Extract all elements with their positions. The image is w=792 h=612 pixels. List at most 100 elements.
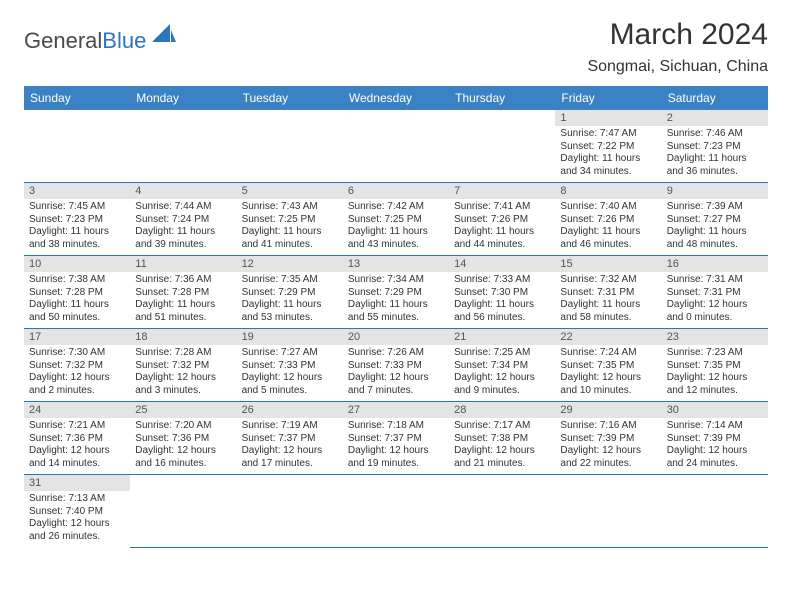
day-details: Sunrise: 7:25 AMSunset: 7:34 PMDaylight:… — [449, 345, 555, 401]
header: General Blue March 2024 Songmai, Sichuan… — [24, 18, 768, 76]
calendar-day-cell: 23Sunrise: 7:23 AMSunset: 7:35 PMDayligh… — [662, 329, 768, 402]
day-number: 25 — [130, 402, 236, 418]
calendar-day-cell: 21Sunrise: 7:25 AMSunset: 7:34 PMDayligh… — [449, 329, 555, 402]
weekday-header: Saturday — [662, 86, 768, 110]
day-number: 24 — [24, 402, 130, 418]
calendar-day-cell: 16Sunrise: 7:31 AMSunset: 7:31 PMDayligh… — [662, 256, 768, 329]
page-title: March 2024 — [587, 18, 768, 52]
calendar-day-cell: 11Sunrise: 7:36 AMSunset: 7:28 PMDayligh… — [130, 256, 236, 329]
calendar-week-row: 24Sunrise: 7:21 AMSunset: 7:36 PMDayligh… — [24, 402, 768, 475]
calendar-empty-cell — [449, 475, 555, 548]
weekday-header: Thursday — [449, 86, 555, 110]
day-details: Sunrise: 7:19 AMSunset: 7:37 PMDaylight:… — [237, 418, 343, 474]
logo-text-2: Blue — [102, 28, 146, 54]
day-details: Sunrise: 7:31 AMSunset: 7:31 PMDaylight:… — [662, 272, 768, 328]
day-number: 1 — [555, 110, 661, 126]
day-details: Sunrise: 7:42 AMSunset: 7:25 PMDaylight:… — [343, 199, 449, 255]
day-number: 2 — [662, 110, 768, 126]
day-number: 27 — [343, 402, 449, 418]
day-details: Sunrise: 7:36 AMSunset: 7:28 PMDaylight:… — [130, 272, 236, 328]
day-number: 4 — [130, 183, 236, 199]
calendar-empty-cell — [662, 475, 768, 548]
day-number: 8 — [555, 183, 661, 199]
location-subtitle: Songmai, Sichuan, China — [587, 58, 768, 76]
day-details: Sunrise: 7:26 AMSunset: 7:33 PMDaylight:… — [343, 345, 449, 401]
weekday-header: Monday — [130, 86, 236, 110]
day-details: Sunrise: 7:33 AMSunset: 7:30 PMDaylight:… — [449, 272, 555, 328]
calendar-header-row: SundayMondayTuesdayWednesdayThursdayFrid… — [24, 86, 768, 110]
day-number: 6 — [343, 183, 449, 199]
day-number: 3 — [24, 183, 130, 199]
day-number: 22 — [555, 329, 661, 345]
day-number: 30 — [662, 402, 768, 418]
calendar-empty-cell — [343, 110, 449, 183]
day-details: Sunrise: 7:13 AMSunset: 7:40 PMDaylight:… — [24, 491, 130, 547]
calendar-body: 1Sunrise: 7:47 AMSunset: 7:22 PMDaylight… — [24, 110, 768, 547]
calendar-day-cell: 9Sunrise: 7:39 AMSunset: 7:27 PMDaylight… — [662, 183, 768, 256]
day-number: 12 — [237, 256, 343, 272]
calendar-day-cell: 7Sunrise: 7:41 AMSunset: 7:26 PMDaylight… — [449, 183, 555, 256]
weekday-header: Sunday — [24, 86, 130, 110]
day-number: 11 — [130, 256, 236, 272]
day-details: Sunrise: 7:30 AMSunset: 7:32 PMDaylight:… — [24, 345, 130, 401]
day-number: 13 — [343, 256, 449, 272]
day-details: Sunrise: 7:16 AMSunset: 7:39 PMDaylight:… — [555, 418, 661, 474]
calendar-day-cell: 2Sunrise: 7:46 AMSunset: 7:23 PMDaylight… — [662, 110, 768, 183]
calendar-week-row: 17Sunrise: 7:30 AMSunset: 7:32 PMDayligh… — [24, 329, 768, 402]
calendar-week-row: 31Sunrise: 7:13 AMSunset: 7:40 PMDayligh… — [24, 475, 768, 548]
calendar-day-cell: 26Sunrise: 7:19 AMSunset: 7:37 PMDayligh… — [237, 402, 343, 475]
logo-sail-icon — [152, 24, 176, 47]
title-block: March 2024 Songmai, Sichuan, China — [587, 18, 768, 76]
day-details: Sunrise: 7:32 AMSunset: 7:31 PMDaylight:… — [555, 272, 661, 328]
day-number: 19 — [237, 329, 343, 345]
day-number: 17 — [24, 329, 130, 345]
calendar-day-cell: 17Sunrise: 7:30 AMSunset: 7:32 PMDayligh… — [24, 329, 130, 402]
calendar-empty-cell — [449, 110, 555, 183]
calendar-page: General Blue March 2024 Songmai, Sichuan… — [0, 0, 792, 566]
calendar-day-cell: 25Sunrise: 7:20 AMSunset: 7:36 PMDayligh… — [130, 402, 236, 475]
calendar-day-cell: 8Sunrise: 7:40 AMSunset: 7:26 PMDaylight… — [555, 183, 661, 256]
calendar-empty-cell — [343, 475, 449, 548]
calendar-day-cell: 5Sunrise: 7:43 AMSunset: 7:25 PMDaylight… — [237, 183, 343, 256]
day-number: 16 — [662, 256, 768, 272]
day-details: Sunrise: 7:27 AMSunset: 7:33 PMDaylight:… — [237, 345, 343, 401]
calendar-day-cell: 10Sunrise: 7:38 AMSunset: 7:28 PMDayligh… — [24, 256, 130, 329]
day-number: 31 — [24, 475, 130, 491]
calendar-table: SundayMondayTuesdayWednesdayThursdayFrid… — [24, 86, 768, 548]
calendar-empty-cell — [24, 110, 130, 183]
logo: General Blue — [24, 24, 176, 57]
calendar-day-cell: 28Sunrise: 7:17 AMSunset: 7:38 PMDayligh… — [449, 402, 555, 475]
day-details: Sunrise: 7:46 AMSunset: 7:23 PMDaylight:… — [662, 126, 768, 182]
calendar-day-cell: 3Sunrise: 7:45 AMSunset: 7:23 PMDaylight… — [24, 183, 130, 256]
day-details: Sunrise: 7:35 AMSunset: 7:29 PMDaylight:… — [237, 272, 343, 328]
calendar-week-row: 10Sunrise: 7:38 AMSunset: 7:28 PMDayligh… — [24, 256, 768, 329]
day-details: Sunrise: 7:45 AMSunset: 7:23 PMDaylight:… — [24, 199, 130, 255]
day-number: 5 — [237, 183, 343, 199]
day-number: 18 — [130, 329, 236, 345]
calendar-day-cell: 22Sunrise: 7:24 AMSunset: 7:35 PMDayligh… — [555, 329, 661, 402]
calendar-empty-cell — [237, 110, 343, 183]
calendar-week-row: 1Sunrise: 7:47 AMSunset: 7:22 PMDaylight… — [24, 110, 768, 183]
day-details: Sunrise: 7:23 AMSunset: 7:35 PMDaylight:… — [662, 345, 768, 401]
calendar-day-cell: 29Sunrise: 7:16 AMSunset: 7:39 PMDayligh… — [555, 402, 661, 475]
calendar-day-cell: 18Sunrise: 7:28 AMSunset: 7:32 PMDayligh… — [130, 329, 236, 402]
calendar-empty-cell — [555, 475, 661, 548]
calendar-day-cell: 1Sunrise: 7:47 AMSunset: 7:22 PMDaylight… — [555, 110, 661, 183]
day-details: Sunrise: 7:40 AMSunset: 7:26 PMDaylight:… — [555, 199, 661, 255]
calendar-day-cell: 6Sunrise: 7:42 AMSunset: 7:25 PMDaylight… — [343, 183, 449, 256]
day-number: 9 — [662, 183, 768, 199]
day-details: Sunrise: 7:47 AMSunset: 7:22 PMDaylight:… — [555, 126, 661, 182]
day-number: 21 — [449, 329, 555, 345]
day-details: Sunrise: 7:39 AMSunset: 7:27 PMDaylight:… — [662, 199, 768, 255]
calendar-empty-cell — [130, 475, 236, 548]
calendar-day-cell: 27Sunrise: 7:18 AMSunset: 7:37 PMDayligh… — [343, 402, 449, 475]
day-number: 20 — [343, 329, 449, 345]
calendar-day-cell: 30Sunrise: 7:14 AMSunset: 7:39 PMDayligh… — [662, 402, 768, 475]
calendar-day-cell: 20Sunrise: 7:26 AMSunset: 7:33 PMDayligh… — [343, 329, 449, 402]
day-details: Sunrise: 7:44 AMSunset: 7:24 PMDaylight:… — [130, 199, 236, 255]
day-details: Sunrise: 7:43 AMSunset: 7:25 PMDaylight:… — [237, 199, 343, 255]
day-details: Sunrise: 7:34 AMSunset: 7:29 PMDaylight:… — [343, 272, 449, 328]
calendar-day-cell: 31Sunrise: 7:13 AMSunset: 7:40 PMDayligh… — [24, 475, 130, 548]
calendar-day-cell: 13Sunrise: 7:34 AMSunset: 7:29 PMDayligh… — [343, 256, 449, 329]
day-number: 26 — [237, 402, 343, 418]
